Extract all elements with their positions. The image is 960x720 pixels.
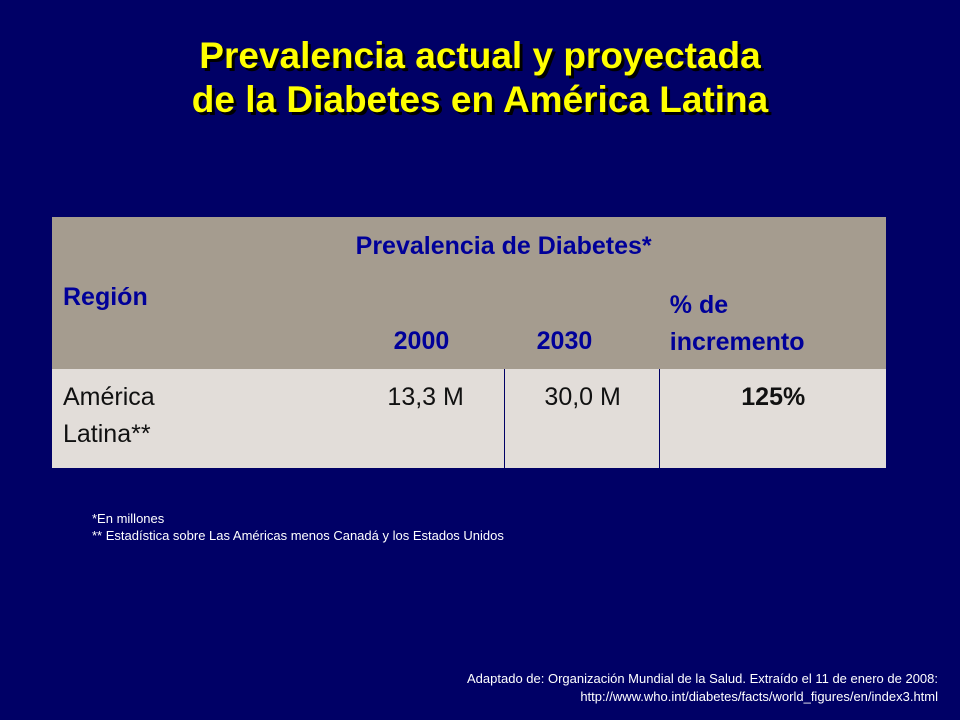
source-url: http://www.who.int/diabetes/facts/world_… [580,689,938,704]
row-region-line2: Latina** [63,420,151,448]
slide-title-line1: Prevalencia actual y proyectada [199,35,761,76]
header-increase-line1: % de [669,291,729,319]
source-citation: Adaptado de: Organización Mundial de la … [467,670,938,706]
footnotes: *En millones ** Estadística sobre Las Am… [92,510,504,544]
row-increase-cell: 125% [659,369,886,468]
slide-title-line2: de la Diabetes en América Latina [191,79,769,120]
row-value-2030-cell: 30,0 M [503,369,661,468]
header-year-2030: 2030 [536,327,593,355]
header-increase-label: % de incremento [670,287,805,361]
header-prevalence-label: Prevalencia de Diabetes* [355,232,652,260]
table-row: América Latina** 13,3 M 30,0 M 125% [52,369,886,468]
slide-title: Prevalencia actual y proyectada de la Di… [0,34,960,122]
header-increase-line2: incremento [669,328,805,356]
row-values-cell: 13,3 M 30,0 M [347,369,661,468]
row-increase: 125% [741,383,806,411]
header-prevalence-cell: Prevalencia de Diabetes* 2000 2030 [348,217,660,369]
header-region-cell: Región [52,217,348,369]
row-value-2000: 13,3 M [387,383,464,411]
row-value-2000-cell: 13,3 M [348,369,504,468]
footnote-region: ** Estadística sobre Las Américas menos … [92,528,504,543]
header-increase-cell: % de incremento [660,217,886,369]
header-year-2000: 2000 [393,327,450,355]
footnote-millions: *En millones [92,511,165,526]
source-line1: Adaptado de: Organización Mundial de la … [467,671,938,686]
table-header-row: Región Prevalencia de Diabetes* 2000 203… [52,217,886,369]
row-region-line1: América [63,383,155,411]
row-region: América Latina** [63,379,323,453]
prevalence-table: Región Prevalencia de Diabetes* 2000 203… [52,217,886,468]
header-region-label: Región [63,283,148,311]
row-value-2030: 30,0 M [544,383,621,411]
row-region-cell: América Latina** [52,369,348,468]
